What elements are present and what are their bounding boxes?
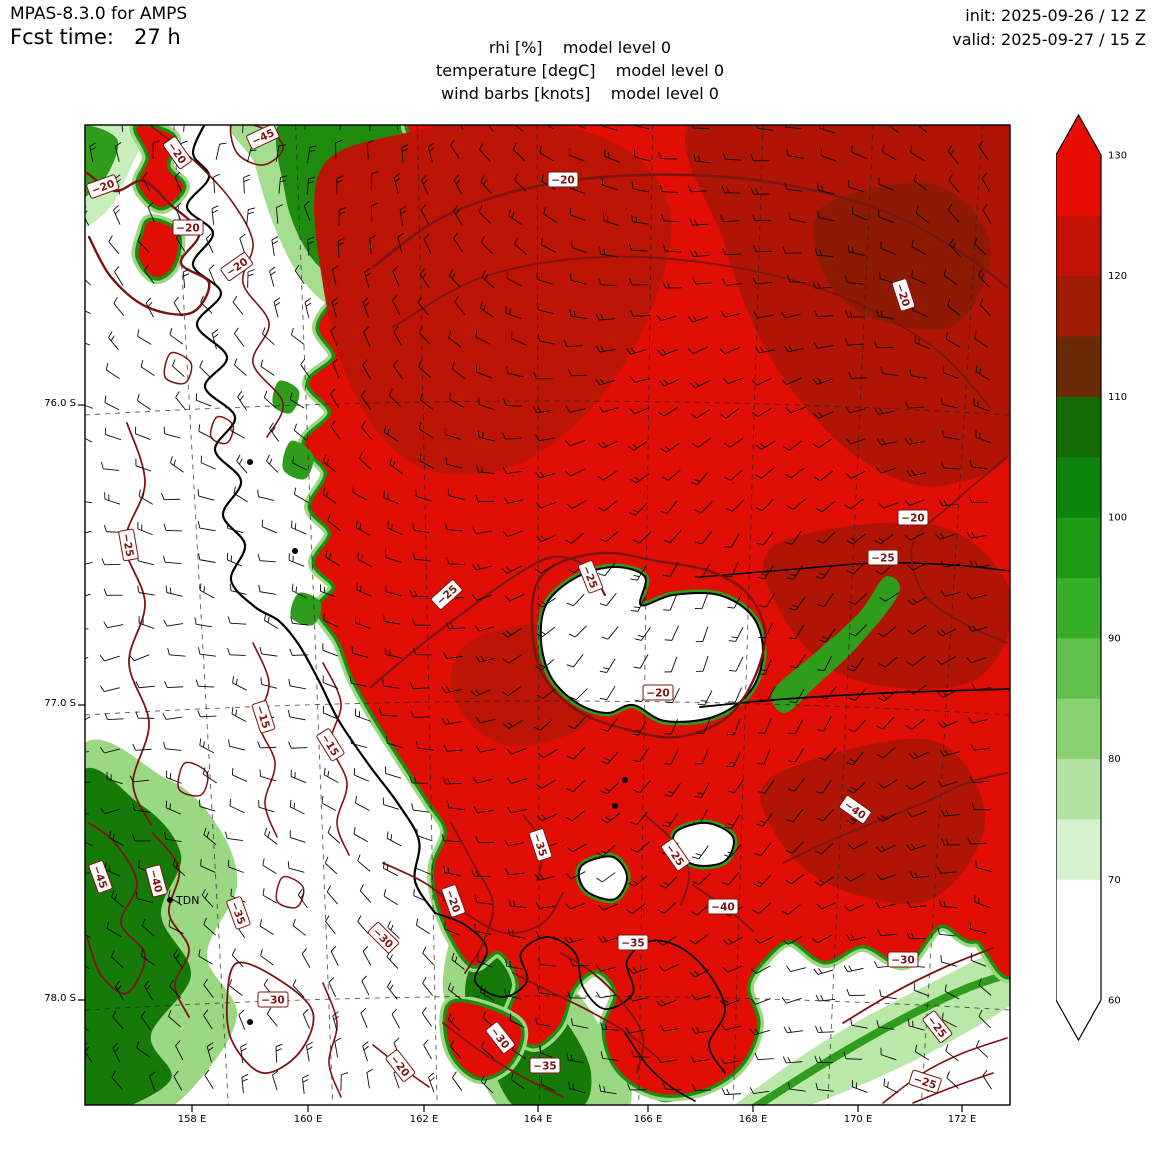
contour-label: −40 [707,898,739,915]
valid-time: valid: 2025-09-27 / 15 Z [952,30,1146,49]
contour-label: −25 [430,579,463,610]
contour-label: −45 [88,860,113,894]
colorbar-segment [1056,215,1101,277]
y-tick-label: 76.0 S [44,398,76,409]
contour-label: −20 [441,884,466,918]
x-tick-label: 170 E [843,1114,873,1125]
app-title: MPAS-8.3.0 for AMPS [10,4,188,24]
y-tick-label: 78.0 S [44,993,76,1004]
x-tick-label: 166 E [633,1114,663,1125]
contour-label: −15 [251,700,276,734]
contour-label: −25 [908,1069,942,1094]
contour-label: −20 [172,219,204,236]
colorbar-arrow-bottom [1056,1000,1101,1040]
svg-text:−25: −25 [120,533,136,558]
colorbar-segment [1056,456,1101,518]
station-label: TDN [175,894,199,907]
graticule [85,125,1010,1105]
colorbar-segment [1056,939,1101,1001]
svg-text:−20: −20 [901,513,924,525]
contour-label: −20 [547,171,579,188]
svg-text:−20: −20 [646,688,669,700]
x-tick-label: 168 E [738,1114,768,1125]
colorbar-arrow-top [1056,115,1101,155]
colorbar-tick-label: 70 [1108,875,1121,886]
station-dot [612,803,618,809]
colorbar-tick-label: 80 [1108,754,1121,765]
svg-text:−35: −35 [533,1061,556,1073]
station-dot [622,777,628,783]
colorbar-tick-label: 60 [1108,996,1121,1007]
map-plot-area: −20 −20 −20 −20 −45 −20 −20 −20 −25 −25 −25 −25 −20−… [78,124,1011,1112]
init-time: init: 2025-09-26 / 12 Z [965,6,1146,25]
contour-label: −35 [528,828,553,862]
svg-text:−25: −25 [871,553,894,565]
x-tick-label: 162 E [409,1114,439,1125]
contour-label: −35 [617,934,649,951]
contour-label: −20 [642,684,674,701]
station-dot [292,548,298,554]
station-dot [167,897,173,903]
plot-title-line-3: wind barbs [knots] model level 0 [441,84,719,103]
axis-ticks [78,404,963,1112]
x-tick-label: 164 E [523,1114,553,1125]
colorbar-segment [1056,818,1101,880]
colorbar: 60 70 80 90 100 110 120 130 [1056,113,1127,1042]
colorbar-segment [1056,155,1101,216]
colorbar-segment [1056,698,1101,760]
svg-text:−40: −40 [711,902,734,914]
wind-barbs-layer [85,125,992,1096]
y-tick-label: 77.0 S [44,698,76,709]
forecast-time: Fcst time: 27 h [10,25,181,49]
colorbar-segment [1056,396,1101,458]
map-canvas: −20−20−20−20−45−20−20−20−25−25−25−25−20−… [78,124,1011,1112]
x-tick-label: 158 E [177,1114,207,1125]
svg-text:−20: −20 [176,223,199,235]
svg-text:−35: −35 [621,938,644,950]
colorbar-segment [1056,336,1101,397]
contour-label: −25 [867,549,899,566]
contour-labels: −20−20−20−20−45−20−20−20−25−25−25−25−20−… [86,125,953,1094]
colorbar-segment [1056,275,1101,337]
contour-label: −25 [118,528,139,562]
contour-label: −20 [891,278,916,312]
plot-title-line-2: temperature [degC] model level 0 [435,61,725,80]
svg-text:−30: −30 [261,995,284,1007]
svg-text:−20: −20 [551,175,574,187]
plot-title-line-1: rhi [%] model level 0 [488,38,672,57]
colorbar-segment [1056,637,1101,699]
colorbar-segment [1056,758,1101,820]
contour-label: −20 [897,509,929,526]
stations-layer: TDN [167,459,628,1025]
contour-label: −30 [887,951,919,968]
colorbar-outline [1056,113,1102,1042]
colorbar-tick-label: 110 [1108,392,1127,403]
plot-border [84,124,1011,1106]
colorbar-tick-label: 90 [1108,633,1121,644]
contour-label: −20 [86,174,120,199]
x-tick-label: 172 E [947,1114,977,1125]
svg-text:−30: −30 [891,955,914,967]
contour-label: −40 [145,864,168,898]
colorbar-tick-label: 120 [1108,271,1127,282]
svg-text:−40: −40 [147,868,165,894]
colorbar-segment [1056,577,1101,639]
x-tick-label: 160 E [293,1114,323,1125]
colorbar-tick-label: 100 [1108,513,1127,524]
contour-label: −30 [257,991,289,1008]
contour-label: −35 [226,896,251,930]
rhi-fill-layer [85,125,1010,1105]
station-dot [247,1019,253,1025]
colorbar-segment [1056,879,1101,941]
station-dot [247,459,253,465]
colorbar-segment [1056,517,1101,578]
contour-label: −35 [529,1057,561,1074]
colorbar-tick-label: 130 [1108,151,1127,162]
